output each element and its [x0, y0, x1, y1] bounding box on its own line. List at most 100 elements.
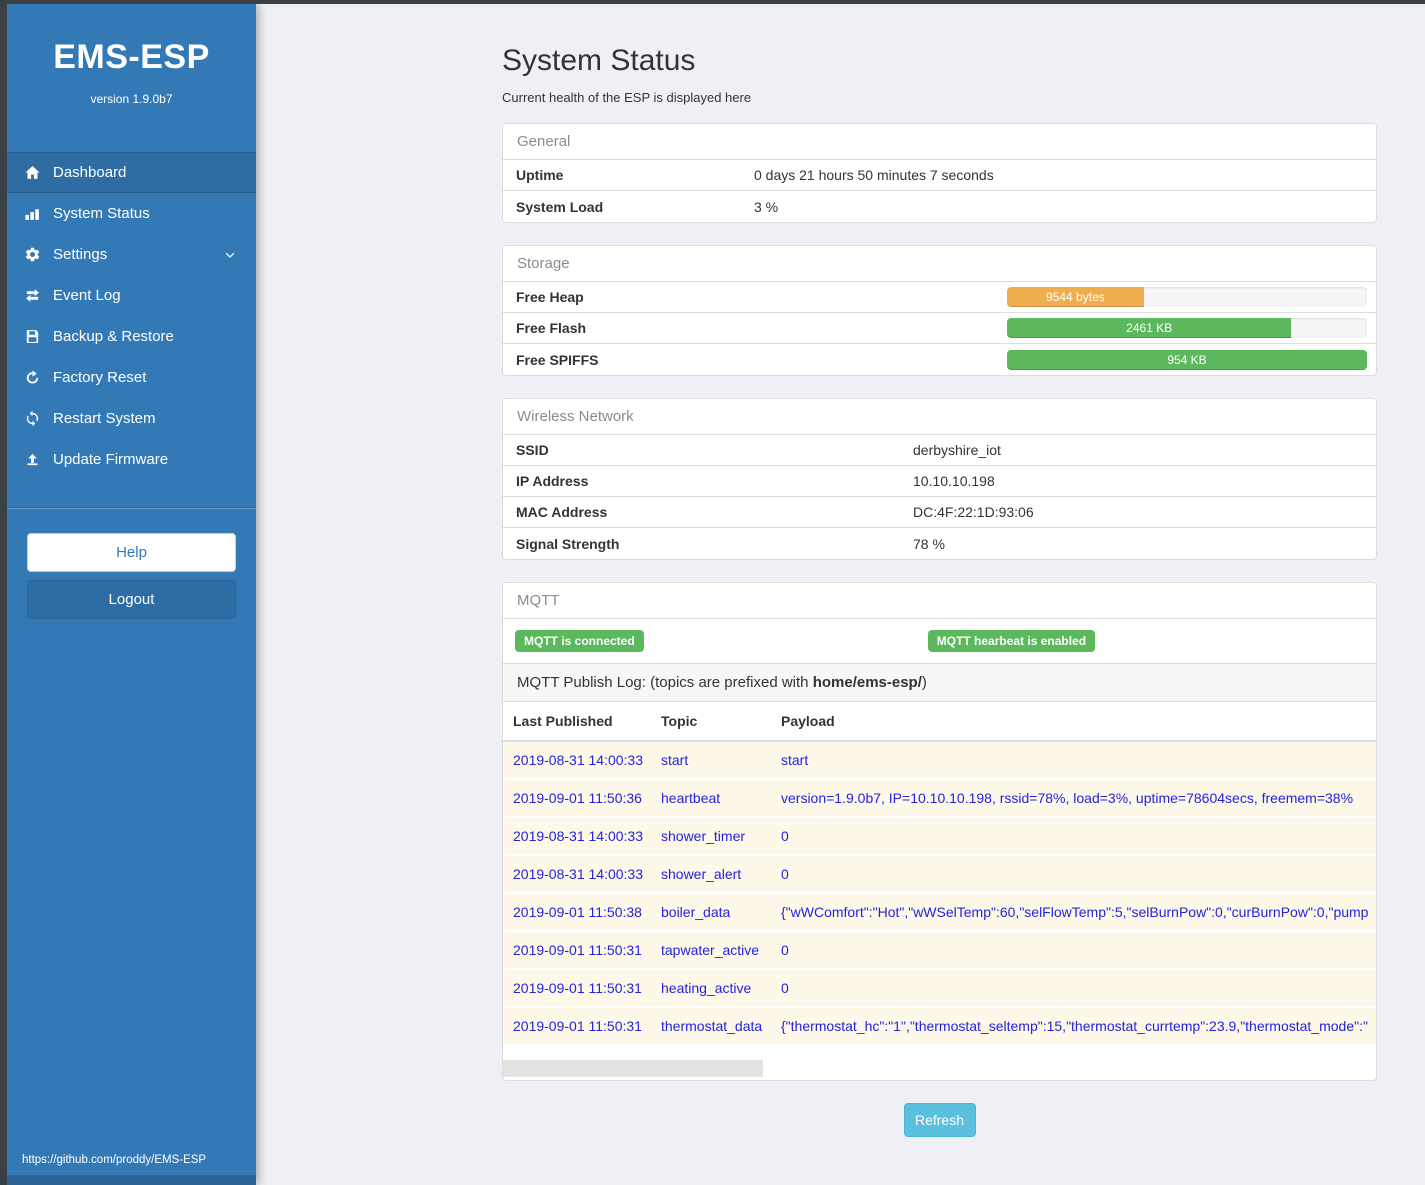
sidebar-divider [7, 508, 256, 509]
table-row: Signal Strength 78 % [503, 528, 1376, 559]
topic-cell: shower_alert [661, 866, 742, 882]
row-value: DC:4F:22:1D:93:06 [913, 504, 1034, 520]
status-bars-icon [23, 204, 42, 223]
sidebar-footer: https://github.com/proddy/EMS-ESP [7, 1154, 256, 1185]
row-value: 3 % [754, 198, 779, 215]
caption-text: MQTT Publish Log: (topics are prefixed w… [517, 674, 813, 691]
window-chrome-top [0, 0, 1425, 4]
free-heap-progressbar: 9544 bytes [1007, 287, 1367, 307]
table-row: Uptime 0 days 21 hours 50 minutes 7 seco… [503, 160, 1376, 191]
github-link[interactable]: https://github.com/proddy/EMS-ESP [22, 1154, 207, 1166]
sidebar-item-dashboard[interactable]: Dashboard [7, 152, 256, 193]
logout-button[interactable]: Logout [27, 580, 236, 619]
mqtt-log-header: Last Published Topic Payload [503, 702, 1376, 742]
save-floppy-icon [23, 327, 42, 346]
sidebar-item-label: Restart System [53, 410, 156, 427]
table-row: 2019-08-31 14:00:33 start start [503, 742, 1376, 780]
payload-cell: 0 [781, 942, 789, 958]
row-label: Free Heap [516, 289, 584, 305]
general-panel: General Uptime 0 days 21 hours 50 minute… [502, 123, 1377, 223]
sidebar-item-label: Backup & Restore [53, 328, 174, 345]
topic-cell: thermostat_data [661, 1018, 763, 1034]
row-label: MAC Address [516, 504, 608, 520]
horizontal-scrollbar[interactable] [503, 1060, 1376, 1077]
sidebar-item-system-status[interactable]: System Status [7, 193, 256, 234]
last-published-cell: 2019-09-01 11:50:31 [513, 942, 642, 958]
free-spiffs-progressbar: 954 KB [1007, 349, 1367, 370]
payload-cell: version=1.9.0b7, IP=10.10.10.198, rssid=… [781, 790, 1354, 806]
row-label: SSID [516, 442, 549, 458]
last-published-cell: 2019-09-01 11:50:31 [513, 980, 642, 996]
page-title: System Status [502, 44, 696, 77]
column-header: Topic [661, 713, 698, 729]
mqtt-publish-log-caption: MQTT Publish Log: (topics are prefixed w… [503, 664, 1376, 702]
table-row: 2019-09-01 11:50:38 boiler_data {"wWComf… [503, 894, 1376, 932]
app-title: EMS-ESP [53, 38, 210, 76]
topic-cell: heating_active [661, 980, 752, 996]
table-row: 2019-09-01 11:50:31 heating_active 0 [503, 970, 1376, 1008]
sidebar-item-backup-restore[interactable]: Backup & Restore [7, 316, 256, 357]
mqtt-panel-header: MQTT [503, 583, 1376, 619]
caption-topic-prefix: home/ems-esp/ [812, 674, 922, 691]
table-row: IP Address 10.10.10.198 [503, 466, 1376, 497]
main-content: System Status Current health of the ESP … [256, 4, 1425, 1185]
help-button[interactable]: Help [27, 533, 236, 572]
mqtt-connected-badge: MQTT is connected [515, 630, 644, 652]
sync-arrows-icon [23, 409, 42, 428]
last-published-cell: 2019-08-31 14:00:33 [513, 752, 643, 768]
table-row: SSID derbyshire_iot [503, 435, 1376, 466]
table-row: 2019-09-01 11:50:31 thermostat_data {"th… [503, 1008, 1376, 1046]
progress-fill: 9544 bytes [1007, 287, 1144, 307]
table-row: 2019-09-01 11:50:31 tapwater_active 0 [503, 932, 1376, 970]
sidebar-item-label: Dashboard [53, 164, 127, 181]
storage-panel-header: Storage [503, 246, 1376, 282]
sidebar-item-restart-system[interactable]: Restart System [7, 398, 256, 439]
gear-icon [23, 245, 42, 264]
row-value: derbyshire_iot [913, 442, 1001, 458]
mqtt-panel: MQTT MQTT is connected MQTT hearbeat is … [502, 582, 1377, 1081]
last-published-cell: 2019-09-01 11:50:38 [513, 904, 642, 920]
chevron-down-icon [224, 248, 236, 265]
row-label: Free Flash [516, 320, 587, 336]
last-published-cell: 2019-09-01 11:50:36 [513, 790, 642, 806]
sidebar-item-label: Update Firmware [53, 451, 169, 468]
row-value: 0 days 21 hours 50 minutes 7 seconds [754, 167, 994, 183]
last-published-cell: 2019-08-31 14:00:33 [513, 866, 643, 882]
table-row: MAC Address DC:4F:22:1D:93:06 [503, 497, 1376, 528]
payload-cell: 0 [781, 980, 789, 996]
wireless-panel-header: Wireless Network [503, 399, 1376, 435]
column-header: Last Published [513, 713, 613, 729]
home-icon [23, 163, 42, 182]
table-row: System Load 3 % [503, 191, 1376, 222]
window-chrome-left [0, 0, 7, 1185]
topic-cell: start [661, 752, 689, 768]
table-row: Free Flash 2461 KB [503, 313, 1376, 344]
refresh-button[interactable]: Refresh [903, 1103, 976, 1137]
row-label: IP Address [516, 473, 589, 489]
last-published-cell: 2019-08-31 14:00:33 [513, 828, 643, 844]
topic-cell: shower_timer [661, 828, 746, 844]
sidebar-item-label: Factory Reset [53, 369, 147, 386]
page-subtitle: Current health of the ESP is displayed h… [502, 90, 752, 105]
sidebar-nav: Dashboard System Status Settings Event L… [7, 152, 256, 480]
sidebar-item-factory-reset[interactable]: Factory Reset [7, 357, 256, 398]
sidebar-item-event-log[interactable]: Event Log [7, 275, 256, 316]
row-label: System Load [516, 198, 604, 215]
sidebar-item-settings[interactable]: Settings [7, 234, 256, 275]
payload-cell: {"wWComfort":"Hot","wWSelTemp":60,"selFl… [781, 904, 1369, 920]
brand: EMS-ESP version 1.9.0b7 [7, 4, 256, 106]
wireless-panel: Wireless Network SSID derbyshire_iot IP … [502, 398, 1377, 560]
table-row: 2019-08-31 14:00:33 shower_alert 0 [503, 856, 1376, 894]
sidebar-item-label: Settings [53, 246, 108, 263]
table-row: Free Heap 9544 bytes [503, 282, 1376, 313]
payload-cell: {"thermostat_hc":"1","thermostat_seltemp… [781, 1018, 1368, 1034]
mqtt-badges-row: MQTT is connected MQTT hearbeat is enabl… [503, 619, 1376, 664]
column-header: Payload [781, 713, 835, 729]
progress-fill: 954 KB [1007, 349, 1367, 370]
scrollbar-thumb[interactable] [503, 1060, 763, 1077]
sidebar-item-update-firmware[interactable]: Update Firmware [7, 439, 256, 480]
row-label: Uptime [516, 167, 564, 183]
upload-icon [23, 450, 42, 469]
app-version: version 1.9.0b7 [90, 92, 173, 106]
sidebar-footer-strip [7, 1175, 256, 1185]
